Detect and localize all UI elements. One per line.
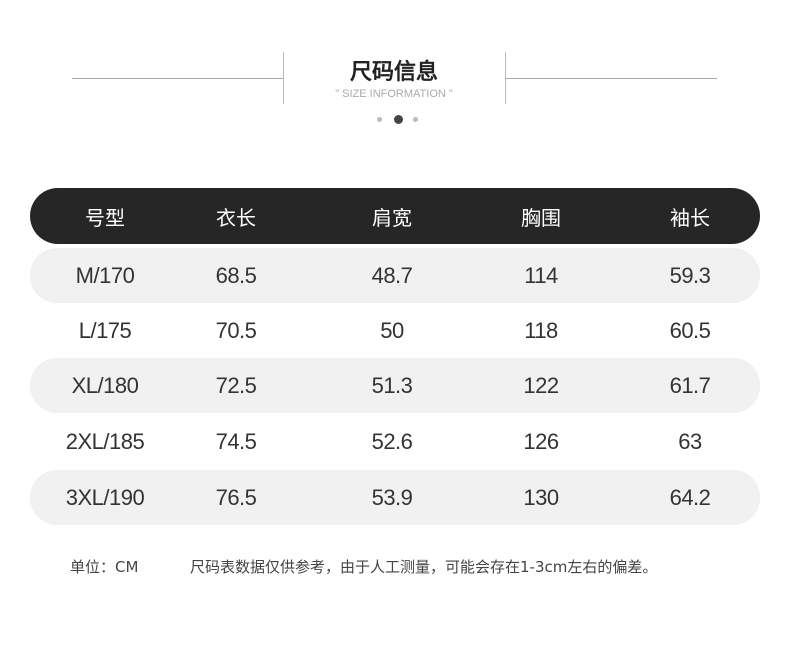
table-cell: 63: [678, 428, 702, 454]
table-cell: 3XL/190: [65, 484, 145, 510]
table-cell: 130: [523, 484, 559, 510]
table-cell: 72.5: [215, 372, 257, 398]
table-row: M/170 68.5 48.7 114 59.3: [30, 248, 760, 303]
table-cell: 51.3: [371, 372, 413, 398]
column-header: 衣长: [216, 205, 256, 230]
pagination-dot-active: [394, 115, 403, 124]
column-header: 肩宽: [372, 205, 412, 230]
unit-label: 单位：CM: [70, 558, 139, 576]
page-title: 尺码信息: [349, 60, 438, 85]
table-cell: 126: [523, 428, 559, 454]
table-cell: 122: [523, 372, 559, 398]
table-cell: 74.5: [215, 428, 257, 454]
column-header: 号型: [85, 205, 125, 230]
pagination-dot: [377, 117, 382, 122]
table-cell: 64.2: [669, 484, 711, 510]
divider-right: [505, 78, 717, 79]
table-row: 2XL/185 74.5 52.6 126 63: [30, 414, 760, 469]
table-header: 号型 衣长 肩宽 胸围 袖长: [30, 188, 760, 244]
column-header: 胸围: [521, 205, 561, 230]
column-header: 袖长: [670, 205, 710, 230]
table-cell: 60.5: [669, 317, 711, 343]
table-cell: 50: [380, 317, 404, 343]
table-cell: M/170: [75, 262, 135, 288]
table-cell: 53.9: [371, 484, 413, 510]
divider-vertical-left: [283, 52, 284, 104]
table-cell: 59.3: [669, 262, 711, 288]
table-cell: 68.5: [215, 262, 257, 288]
table-cell: XL/180: [71, 372, 139, 398]
table-cell: 61.7: [669, 372, 711, 398]
pagination-dot: [413, 117, 418, 122]
table-row: XL/180 72.5 51.3 122 61.7: [30, 358, 760, 413]
table-cell: 48.7: [371, 262, 413, 288]
table-cell: 114: [524, 262, 558, 288]
table-cell: 118: [524, 317, 558, 343]
disclaimer-note: 尺码表数据仅供参考，由于人工测量，可能会存在1-3cm左右的偏差。: [190, 558, 658, 576]
table-cell: L/175: [78, 317, 132, 343]
table-cell: 76.5: [215, 484, 257, 510]
page-subtitle: " SIZE INFORMATION ": [335, 88, 453, 100]
table-row: 3XL/190 76.5 53.9 130 64.2: [30, 470, 760, 525]
table-cell: 70.5: [215, 317, 257, 343]
table-cell: 52.6: [371, 428, 413, 454]
table-row: L/175 70.5 50 118 60.5: [30, 303, 760, 358]
table-cell: 2XL/185: [65, 428, 145, 454]
divider-left: [72, 78, 283, 79]
